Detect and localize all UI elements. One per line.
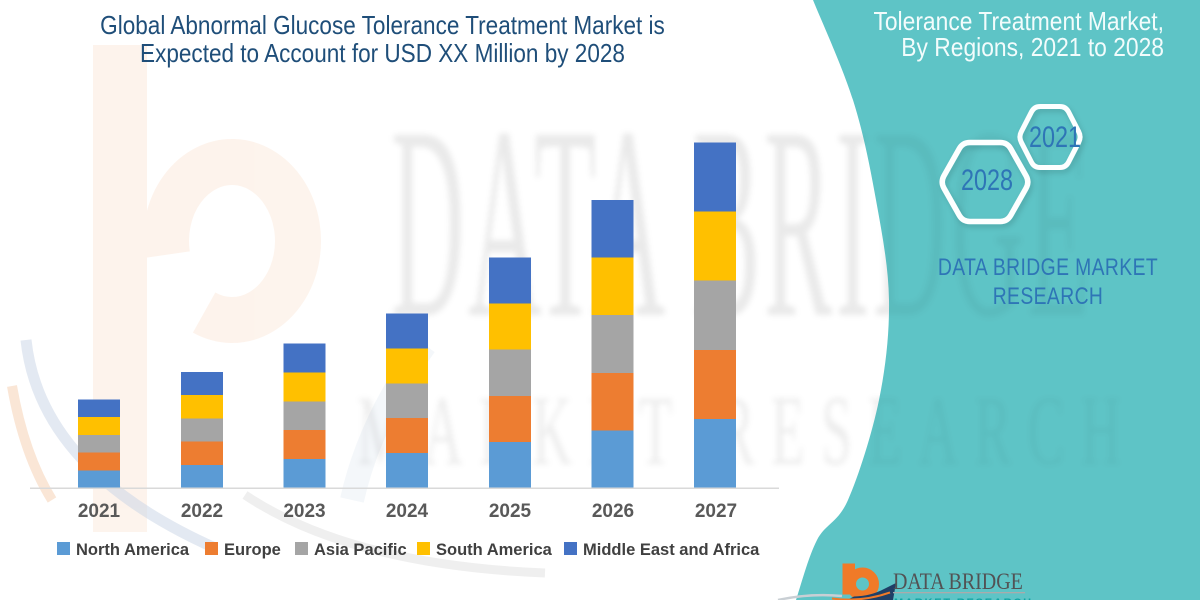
- svg-text:MARKET RESEARCH: MARKET RESEARCH: [894, 597, 1033, 600]
- svg-text:DATA BRIDGE: DATA BRIDGE: [893, 569, 1023, 595]
- svg-text:2021: 2021: [1029, 120, 1081, 153]
- svg-text:2028: 2028: [961, 163, 1013, 196]
